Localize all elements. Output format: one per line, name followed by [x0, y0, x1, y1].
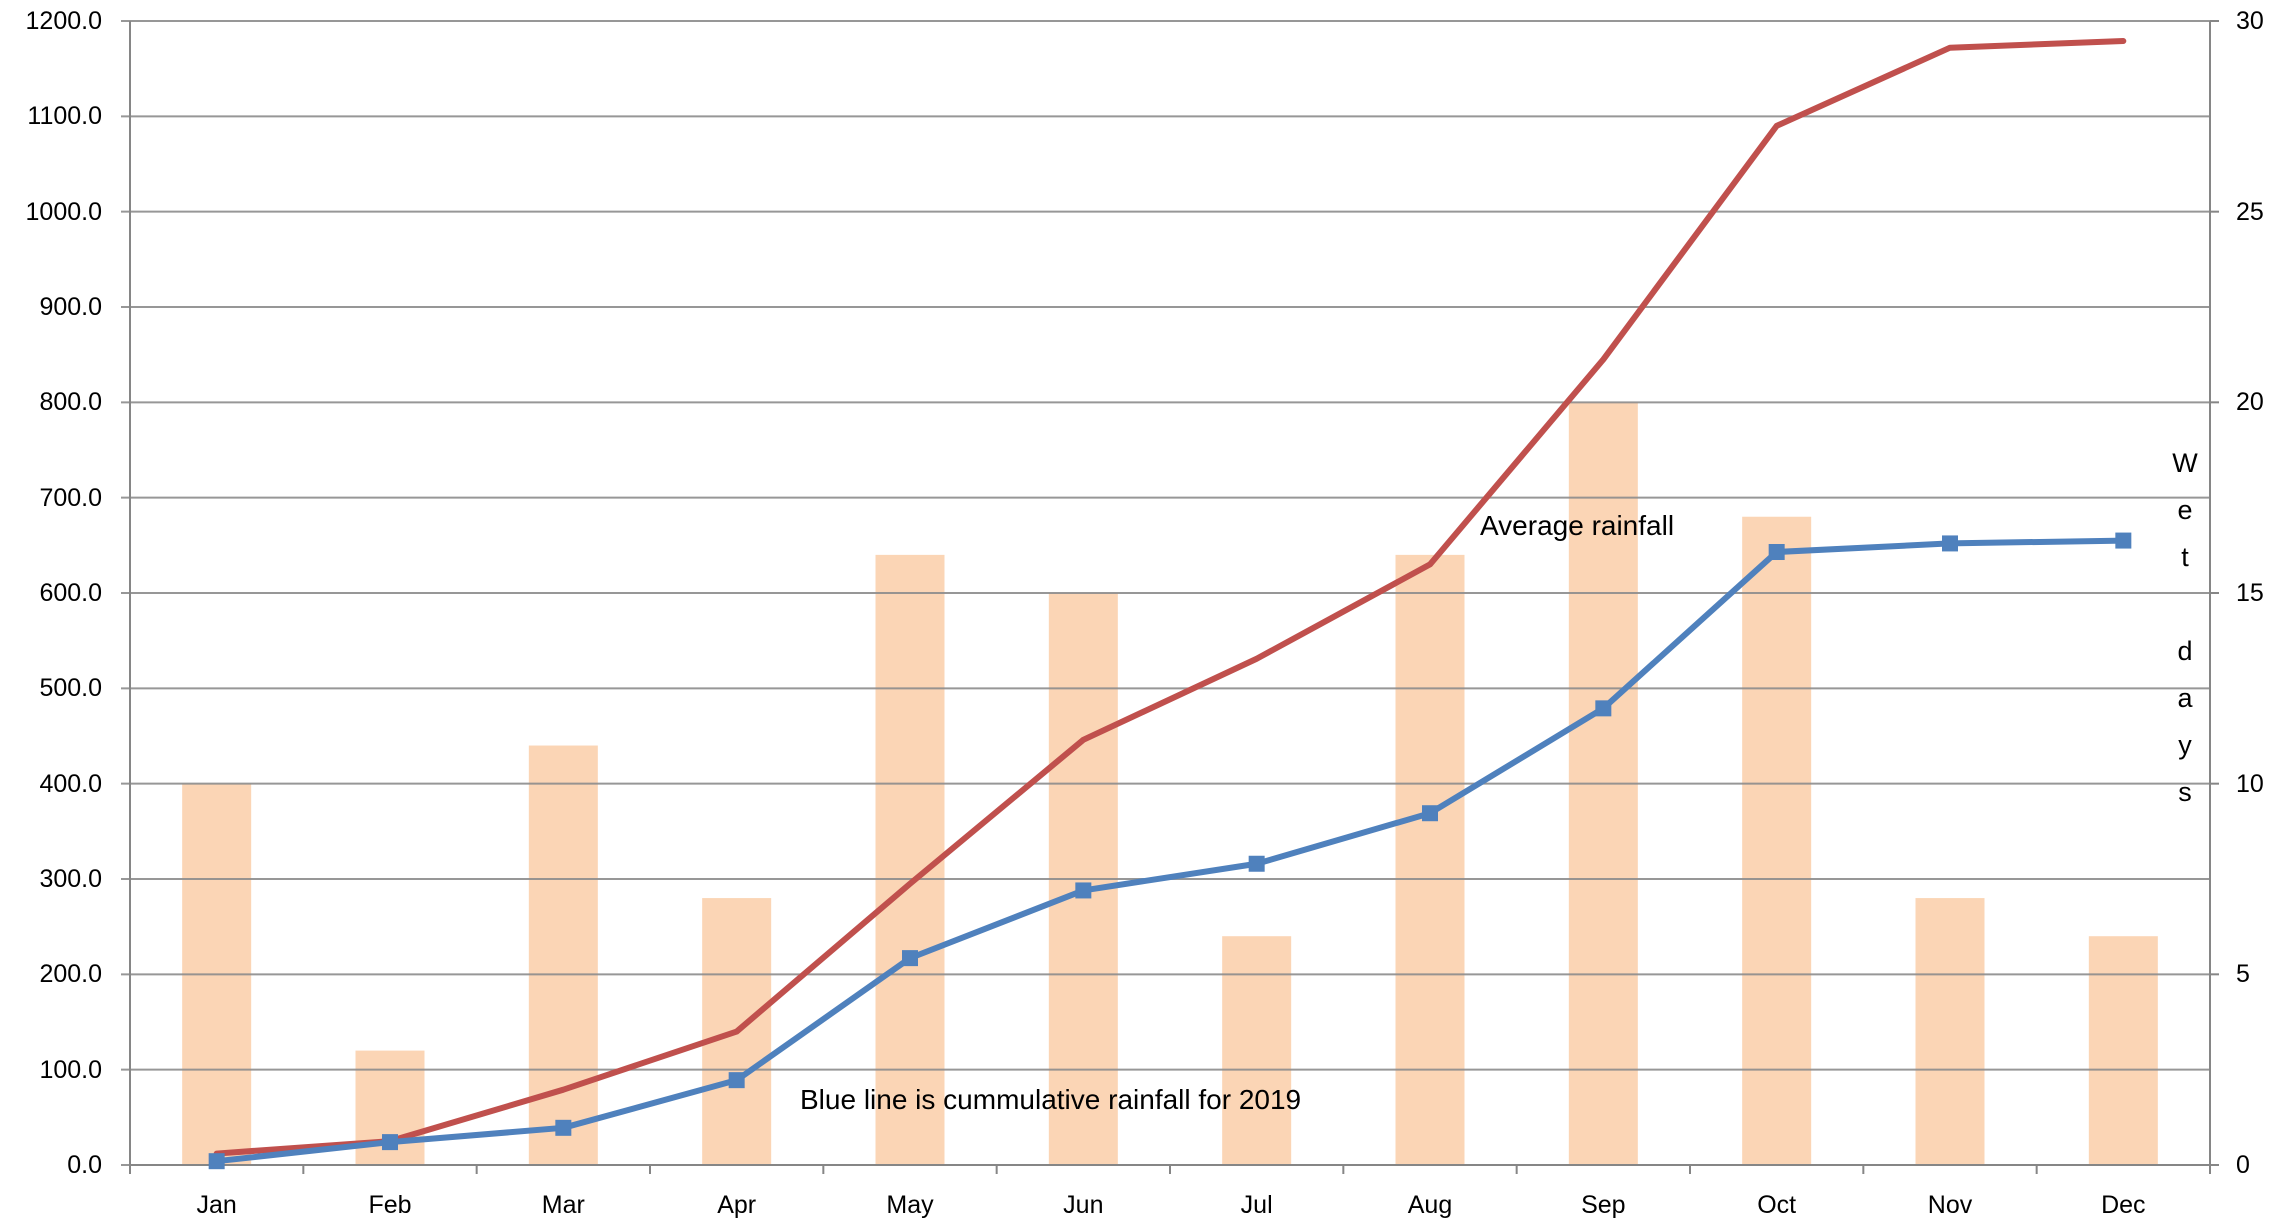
x-axis-label-apr: Apr: [717, 1191, 757, 1219]
bar-aug: [1395, 554, 1465, 1165]
right-axis-title-letter: d: [2177, 636, 2193, 666]
square-marker-icon: [2115, 532, 2132, 549]
right-axis-title-letter: a: [2177, 683, 2193, 713]
left-axis-tick-label: 500.0: [39, 674, 102, 703]
right-axis-title-letter: W: [2172, 448, 2198, 478]
right-axis-tick-label: 10: [2236, 769, 2264, 798]
bar-jul: [1222, 936, 1292, 1165]
x-axis-label-feb: Feb: [368, 1191, 412, 1219]
square-marker-icon: [1422, 805, 1438, 822]
annotation-blue-line: Blue line is cummulative rainfall for 20…: [800, 1084, 1302, 1115]
square-marker-icon: [1595, 700, 1612, 717]
left-axis-tick-label: 600.0: [39, 579, 102, 607]
x-axis-label-oct: Oct: [1757, 1191, 1797, 1219]
line-2019-cumulative: [213, 537, 2127, 1165]
right-axis-tick-label: 25: [2236, 197, 2264, 226]
line-average-rainfall: [213, 38, 2127, 1157]
bar-dec: [2088, 936, 2158, 1165]
right-axis-tick-label: 30: [2236, 7, 2264, 35]
right-axis-tick-label: 0: [2236, 1151, 2250, 1179]
x-axis-label-sep: Sep: [1581, 1191, 1626, 1219]
right-axis-title-letter: e: [2177, 495, 2193, 525]
square-marker-icon: [382, 1134, 398, 1151]
square-marker-icon: [1768, 544, 1785, 561]
bar-oct: [1742, 516, 1812, 1165]
right-axis-tick-label: 15: [2236, 579, 2264, 607]
bar-mar: [528, 745, 598, 1165]
left-axis-tick-label: 700.0: [39, 483, 102, 512]
bar-nov: [1915, 898, 1985, 1165]
left-axis-tick-label: 0.0: [67, 1151, 102, 1179]
right-axis-title-letter: y: [2178, 730, 2192, 760]
rainfall-lines: [208, 38, 2132, 1170]
square-marker-icon: [902, 950, 918, 967]
left-axis-tick-label: 100.0: [39, 1055, 102, 1084]
axes: [129, 21, 2211, 1174]
right-axis-tick-label: 5: [2236, 960, 2250, 989]
gridlines: [121, 20, 2219, 1166]
square-marker-icon: [1248, 855, 1265, 872]
left-axis-tick-label: 1200.0: [25, 7, 102, 35]
bar-may: [875, 554, 945, 1165]
right-axis-tick-label: 20: [2236, 388, 2264, 417]
x-axis-label-nov: Nov: [1927, 1191, 1973, 1219]
annotation-average-rainfall: Average rainfall: [1480, 510, 1675, 541]
left-axis-tick-label: 1000.0: [25, 197, 102, 226]
right-axis-title-letter: s: [2178, 777, 2192, 807]
square-marker-icon: [728, 1072, 745, 1089]
square-marker-icon: [208, 1153, 225, 1170]
x-axis-label-jan: Jan: [196, 1191, 237, 1219]
x-axis-label-jul: Jul: [1240, 1191, 1273, 1219]
x-axis-label-mar: Mar: [541, 1191, 585, 1219]
left-axis-tick-label: 300.0: [39, 865, 102, 893]
square-marker-icon: [1942, 535, 1958, 552]
x-axis-label-dec: Dec: [2101, 1191, 2146, 1219]
x-axis-label-aug: Aug: [1407, 1191, 1453, 1219]
left-axis-tick-label: 200.0: [39, 960, 102, 989]
square-marker-icon: [555, 1119, 572, 1136]
x-axis-label-jun: Jun: [1063, 1191, 1104, 1219]
right-axis-title-letter: t: [2181, 542, 2189, 572]
square-marker-icon: [1075, 882, 1092, 899]
left-axis-tick-label: 400.0: [39, 769, 102, 798]
left-axis-tick-label: 1100.0: [27, 102, 102, 131]
x-axis-label-may: May: [886, 1191, 934, 1219]
left-axis-tick-label: 800.0: [39, 388, 102, 417]
left-axis-tick-label: 900.0: [39, 293, 102, 321]
